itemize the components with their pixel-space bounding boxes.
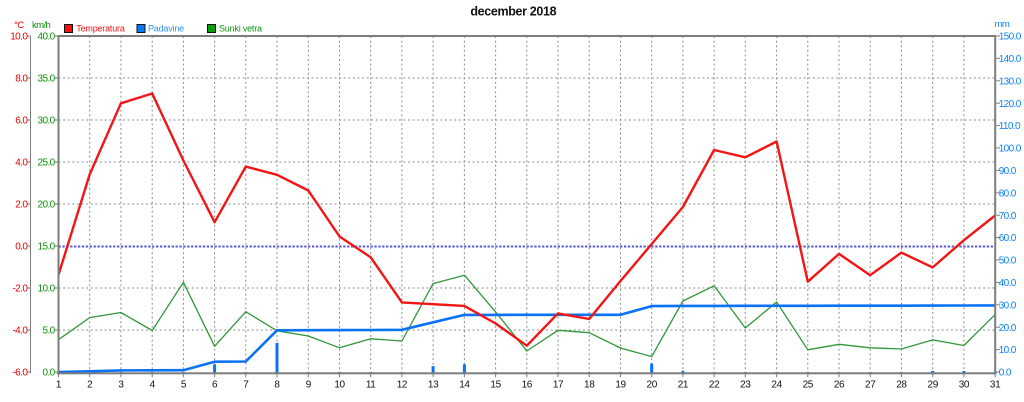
svg-text:19: 19: [615, 380, 626, 391]
svg-text:25: 25: [803, 380, 814, 391]
svg-text:13: 13: [428, 380, 439, 391]
svg-text:1: 1: [56, 380, 62, 391]
svg-text:10.0: 10.0: [999, 345, 1017, 356]
svg-text:26: 26: [834, 380, 845, 391]
svg-text:10.0: 10.0: [10, 32, 28, 43]
svg-text:21: 21: [678, 380, 689, 391]
svg-text:3: 3: [118, 380, 124, 391]
svg-text:14: 14: [459, 380, 470, 391]
svg-text:15.0: 15.0: [38, 242, 56, 253]
svg-text:10: 10: [334, 380, 345, 391]
svg-text:-4.0: -4.0: [12, 326, 28, 337]
svg-text:9: 9: [306, 380, 312, 391]
svg-text:mm: mm: [995, 19, 1010, 30]
svg-text:6.0: 6.0: [15, 116, 28, 127]
svg-text:10.0: 10.0: [38, 284, 56, 295]
svg-text:8: 8: [274, 380, 280, 391]
svg-text:130.0: 130.0: [999, 76, 1022, 87]
svg-text:20.0: 20.0: [999, 323, 1017, 334]
svg-text:16: 16: [522, 380, 533, 391]
svg-text:30.0: 30.0: [999, 300, 1017, 311]
svg-text:40.0: 40.0: [38, 32, 56, 43]
svg-text:17: 17: [553, 380, 564, 391]
svg-text:35.0: 35.0: [38, 74, 56, 85]
svg-text:Temperatura: Temperatura: [76, 23, 125, 33]
svg-text:km/h: km/h: [32, 20, 51, 31]
svg-text:4: 4: [150, 380, 156, 391]
svg-text:0.0: 0.0: [42, 368, 55, 379]
svg-text:8.0: 8.0: [15, 74, 28, 85]
svg-text:80.0: 80.0: [999, 188, 1017, 199]
svg-text:°C: °C: [14, 20, 24, 31]
svg-text:20: 20: [647, 380, 658, 391]
svg-text:25.0: 25.0: [38, 158, 56, 169]
svg-text:27: 27: [865, 380, 876, 391]
svg-text:11: 11: [366, 380, 376, 391]
svg-text:december 2018: december 2018: [470, 4, 556, 18]
svg-text:12: 12: [397, 380, 408, 391]
svg-text:120.0: 120.0: [999, 99, 1022, 110]
svg-text:7: 7: [243, 380, 249, 391]
svg-text:40.0: 40.0: [999, 278, 1017, 289]
svg-text:60.0: 60.0: [999, 233, 1017, 244]
svg-text:140.0: 140.0: [999, 54, 1022, 65]
svg-text:28: 28: [896, 380, 907, 391]
svg-text:-6.0: -6.0: [12, 368, 28, 379]
svg-text:2: 2: [87, 380, 93, 391]
svg-text:5: 5: [181, 380, 187, 391]
svg-text:100.0: 100.0: [999, 144, 1022, 155]
svg-text:30: 30: [959, 380, 970, 391]
svg-text:22: 22: [709, 380, 720, 391]
svg-text:29: 29: [928, 380, 939, 391]
svg-text:23: 23: [740, 380, 751, 391]
svg-text:110.0: 110.0: [999, 121, 1021, 132]
svg-text:Padavine: Padavine: [148, 23, 184, 33]
svg-text:30.0: 30.0: [38, 116, 56, 127]
svg-text:2.0: 2.0: [15, 200, 28, 211]
svg-text:0.0: 0.0: [999, 368, 1012, 379]
svg-text:18: 18: [584, 380, 595, 391]
svg-text:150.0: 150.0: [999, 32, 1022, 43]
svg-text:4.0: 4.0: [15, 158, 28, 169]
svg-text:0.0: 0.0: [15, 242, 28, 253]
svg-text:90.0: 90.0: [999, 166, 1017, 177]
svg-text:31: 31: [990, 380, 1001, 391]
svg-text:24: 24: [771, 380, 782, 391]
svg-text:Sunki vetra: Sunki vetra: [219, 23, 262, 33]
svg-text:-2.0: -2.0: [12, 284, 28, 295]
svg-text:15: 15: [490, 380, 501, 391]
svg-text:6: 6: [212, 380, 218, 391]
svg-text:70.0: 70.0: [999, 211, 1017, 222]
svg-text:20.0: 20.0: [38, 200, 56, 211]
svg-text:50.0: 50.0: [999, 256, 1017, 267]
svg-text:5.0: 5.0: [42, 326, 55, 337]
